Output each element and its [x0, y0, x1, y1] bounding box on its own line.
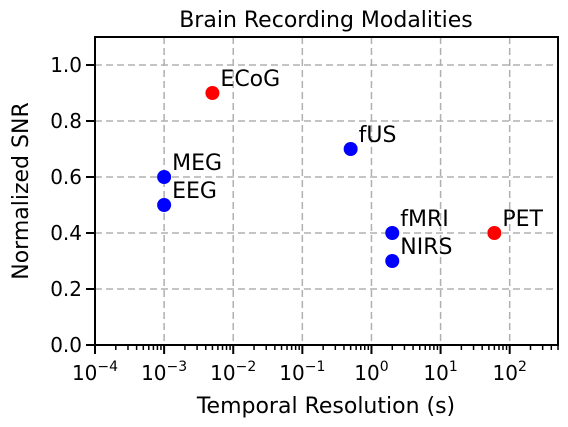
x-tick-label: 10−2 [210, 359, 256, 385]
data-point-eeg [157, 198, 172, 212]
y-axis-label: Normalized SNR [9, 102, 34, 279]
y-tick-label: 1.0 [50, 53, 82, 77]
y-tick-label: 0.6 [50, 165, 82, 189]
y-tick-label: 0.8 [50, 109, 82, 133]
data-point-meg [157, 170, 172, 184]
data-label-fmri: fMRI [400, 207, 449, 232]
data-label-nirs: NIRS [400, 235, 452, 260]
data-point-pet [487, 226, 502, 240]
axis-ticks: 10−4 10−3 10−2 10−1 100 101 102 0.0 0.2 0.4 0.6 0.8… [50, 53, 527, 385]
x-tick-label: 101 [423, 359, 457, 385]
x-tick-label: 10−3 [141, 359, 187, 385]
x-axis-label: Temporal Resolution (s) [196, 394, 455, 419]
data-point-fmri [385, 226, 400, 240]
data-point-fus [343, 142, 358, 156]
grid [95, 37, 558, 345]
data-label-eeg: EEG [172, 179, 217, 204]
y-tick-label: 0.0 [50, 333, 82, 357]
data-point-ecog [205, 86, 220, 100]
x-tick-label: 10−1 [279, 359, 325, 385]
data-points: ECoG fUS MEG EEG fMRI PET NIRS [157, 67, 544, 268]
x-tick-label: 10−4 [72, 359, 118, 385]
data-label-meg: MEG [172, 151, 222, 176]
plot-area-frame [94, 36, 559, 346]
x-tick-label: 102 [493, 359, 527, 385]
data-label-ecog: ECoG [220, 67, 280, 92]
y-tick-label: 0.2 [50, 277, 82, 301]
data-label-fus: fUS [359, 123, 397, 148]
data-label-pet: PET [502, 207, 543, 232]
x-tick-label: 100 [354, 359, 388, 385]
chart-title: Brain Recording Modalities [179, 8, 473, 33]
y-tick-label: 0.4 [50, 221, 82, 245]
data-point-nirs [385, 254, 400, 268]
